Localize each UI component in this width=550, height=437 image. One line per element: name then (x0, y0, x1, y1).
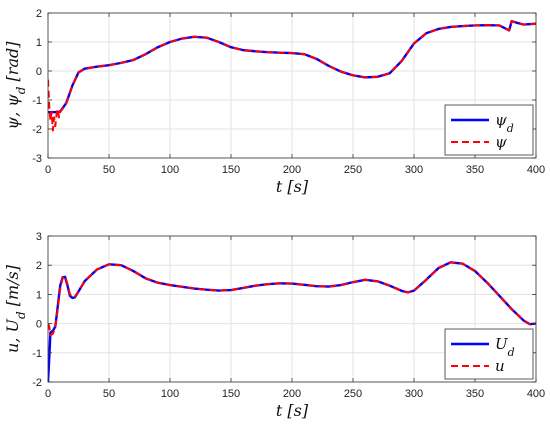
y-axis-label: ψ, ψd [rad] (3, 41, 28, 130)
legend: ψdψ (444, 104, 534, 156)
x-tick-label: 0 (45, 164, 51, 176)
legend-label: ψd (495, 111, 514, 135)
y-tick-label: 0 (36, 319, 42, 331)
chart-panel-2: 0 50 100 150 200 250 300 350 400 -2 -1 0 1 2 3 t [s] u, … (3, 231, 545, 420)
x-tick-label: 350 (466, 388, 484, 400)
y-tick-label: -2 (32, 377, 42, 389)
x-tick-label: 200 (283, 388, 301, 400)
x-tick-label: 200 (283, 164, 301, 176)
y-tick-label: 3 (36, 231, 42, 243)
legend-box (444, 328, 534, 380)
y-tick-label: -3 (32, 153, 42, 165)
y-tick-label: 1 (36, 289, 42, 301)
y-tick-label: -2 (32, 124, 42, 136)
x-axis-label: t [s] (276, 177, 309, 196)
legend-label: u (495, 357, 505, 375)
x-tick-label: 150 (222, 164, 240, 176)
series-line-actual (48, 20, 536, 132)
y-tick-label: -1 (32, 95, 42, 107)
y-tick-label: -1 (32, 348, 42, 360)
x-tick-label: 400 (527, 388, 545, 400)
x-tick-label: 150 (222, 388, 240, 400)
x-tick-label: 250 (344, 164, 362, 176)
legend-label: ψ (495, 133, 507, 151)
x-tick-label: 300 (405, 388, 423, 400)
y-tick-label: 1 (36, 37, 42, 49)
x-axis-label: t [s] (276, 401, 309, 420)
chart-panel-1: 0 50 100 150 200 250 300 350 400 -3 -2 -1 0 1 2 t [s] ψ,… (3, 8, 545, 196)
series-line-actual (48, 261, 536, 337)
x-tick-label: 0 (45, 388, 51, 400)
legend-box (444, 104, 534, 156)
y-tick-label: 2 (36, 8, 42, 20)
y-tick-label: 0 (36, 66, 42, 78)
x-tick-label: 400 (527, 164, 545, 176)
legend-label: Ud (495, 335, 515, 359)
x-tick-label: 100 (161, 388, 179, 400)
x-tick-label: 250 (344, 388, 362, 400)
y-tick-label: 2 (36, 260, 42, 272)
x-tick-label: 50 (103, 388, 115, 400)
legend: Udu (444, 328, 534, 380)
y-axis-label: u, Ud [m/s] (3, 264, 28, 353)
x-tick-label: 300 (405, 164, 423, 176)
x-tick-label: 350 (466, 164, 484, 176)
x-tick-label: 100 (161, 164, 179, 176)
x-tick-label: 50 (103, 164, 115, 176)
